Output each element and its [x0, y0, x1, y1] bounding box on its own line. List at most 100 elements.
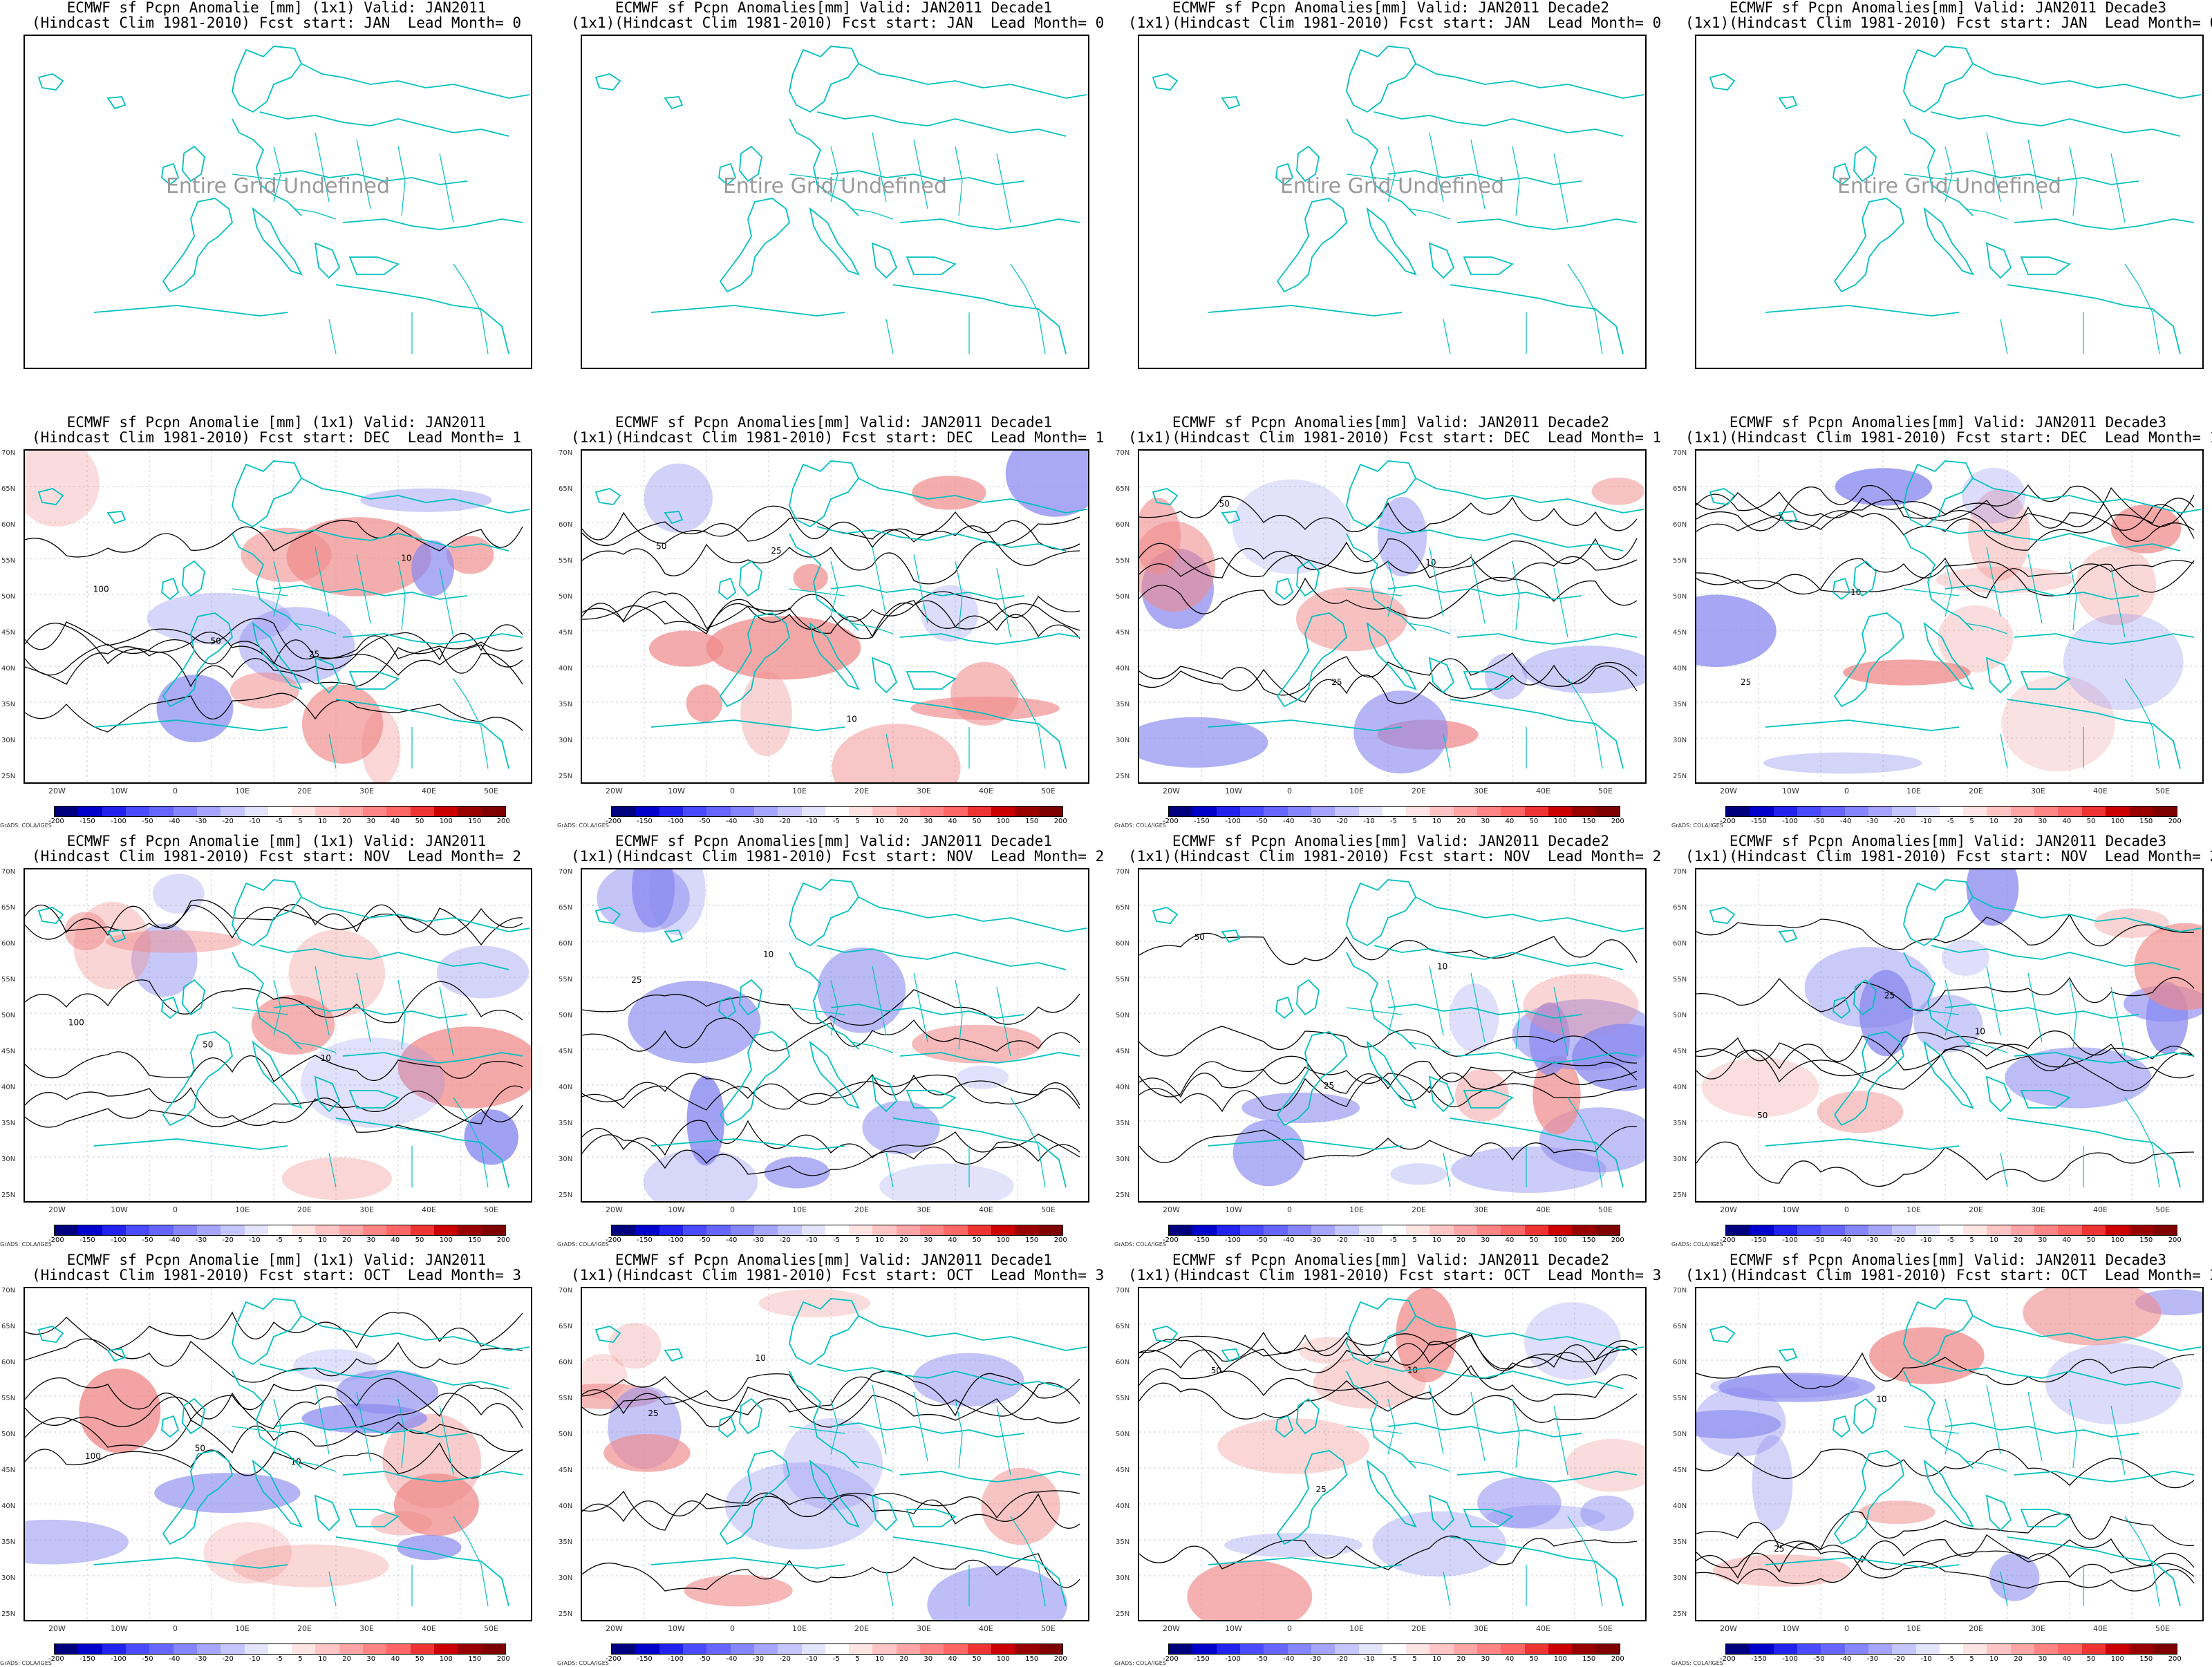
colorbar-label: 200	[1611, 818, 1624, 825]
latitude-label: 30N	[1673, 1156, 1687, 1163]
country-border	[1553, 986, 1568, 1057]
positive-anomaly-area	[1967, 489, 2031, 581]
colorbar-label: 200	[2168, 1236, 2182, 1244]
negative-anomaly-area	[2045, 1342, 2184, 1425]
latitude-label: 25N	[1116, 1192, 1130, 1199]
colorbar-label: 150	[2139, 1655, 2153, 1663]
positive-anomaly-area	[393, 1473, 479, 1536]
panel-title: ECMWF sf Pcpn Anomalies[mm] Valid: JAN20…	[615, 1252, 1053, 1268]
latitude-label: 35N	[559, 1120, 573, 1127]
colorbar-label: 50	[2086, 818, 2096, 825]
negative-anomaly-area	[1718, 1373, 1875, 1402]
latitude-label: 30N	[559, 1574, 573, 1582]
panel-subtitle: (1x1)(Hindcast Clim 1981-2010) Fcst star…	[1685, 848, 2212, 865]
contour-label: 10	[1425, 558, 1436, 567]
contour-line	[1696, 1511, 2195, 1550]
country-border	[328, 1152, 337, 1188]
latitude-label: 65N	[559, 485, 573, 493]
latitude-label: 45N	[1116, 629, 1130, 637]
positive-anomaly-area	[910, 696, 1060, 720]
latitude-label: 60N	[559, 1359, 573, 1366]
positive-anomaly-area	[79, 1368, 161, 1453]
negative-anomaly-area	[1232, 1120, 1305, 1187]
coastline	[1456, 218, 1638, 230]
coastline	[1296, 560, 1320, 597]
contour-line	[582, 591, 1080, 629]
map-panel: ECMWF sf Pcpn Anomalies[mm] Valid: JAN20…	[557, 0, 1104, 415]
coastline	[342, 1052, 523, 1064]
country-border	[913, 554, 928, 624]
negative-anomaly-area	[1804, 947, 1934, 1028]
coastline	[348, 671, 400, 690]
coastline	[789, 46, 860, 113]
coastline	[1903, 118, 1974, 216]
colorbar-label: -30	[1866, 1655, 1879, 1663]
coastline	[314, 657, 341, 694]
country-border	[1443, 319, 1451, 355]
colorbar-label: -20	[222, 1236, 234, 1244]
country-border	[1965, 1460, 2008, 1472]
colorbar-label: 150	[2139, 818, 2153, 825]
colorbar-label: 30	[924, 1236, 933, 1244]
country-border	[1346, 1007, 1403, 1015]
longitude-label: 20E	[1412, 787, 1426, 795]
coastline	[1276, 198, 1347, 293]
contour-line	[1696, 1141, 2195, 1187]
coastline	[1415, 63, 1644, 99]
positive-anomaly-area	[1523, 974, 1639, 1037]
longitude-label: 10W	[111, 787, 128, 795]
coastline	[809, 207, 860, 276]
negative-anomaly-area	[632, 869, 675, 928]
colorbar-swatch	[221, 1225, 245, 1235]
colorbar-label: 5	[855, 818, 860, 825]
coastline	[232, 952, 302, 1050]
positive-anomaly-area	[105, 930, 242, 953]
positive-anomaly-area	[286, 517, 431, 596]
colorbar-swatch	[1015, 1644, 1039, 1654]
coastline	[1709, 73, 1736, 91]
country-border	[1567, 1097, 1603, 1188]
colorbar-label: 200	[1611, 1655, 1624, 1663]
coastline	[162, 1031, 233, 1127]
coastline	[1346, 879, 1417, 947]
colorbar-swatch	[1726, 1225, 1750, 1235]
colorbar-label: 150	[468, 818, 482, 825]
colorbar-swatch	[967, 1644, 991, 1654]
coastline	[1346, 46, 1417, 113]
longitude-label: 20E	[1969, 1205, 1983, 1214]
latitude-label: 70N	[1116, 868, 1130, 876]
colorbar-label: 30	[2038, 1655, 2047, 1663]
panel-title: ECMWF sf Pcpn Anomalie [mm] (1x1) Valid:…	[66, 414, 487, 431]
contour-line	[1696, 913, 2195, 950]
positive-anomaly-area	[1187, 1560, 1313, 1620]
latitude-label: 40N	[1, 665, 16, 672]
country-border	[453, 263, 489, 355]
map-frame: 25 10	[581, 868, 1089, 1203]
longitude-label: 0	[1287, 1624, 1292, 1633]
negative-anomaly-area	[293, 1349, 379, 1382]
colorbar-swatch	[1169, 807, 1193, 816]
coastline	[2014, 218, 2195, 230]
positive-anomaly-area	[251, 995, 335, 1055]
negative-anomaly-area	[1989, 1553, 2040, 1601]
colorbar-swatch	[173, 807, 197, 816]
positive-anomaly-area	[706, 616, 861, 680]
map-canvas	[37, 46, 530, 355]
colorbar-label: -50	[1256, 1236, 1268, 1244]
positive-anomaly-area	[1817, 1091, 1904, 1133]
colorbar-swatch	[244, 807, 268, 816]
coastline	[1903, 1298, 1974, 1366]
map-canvas	[1152, 46, 1644, 355]
colorbar-label: 150	[468, 1236, 482, 1244]
colorbar-swatch	[1750, 1225, 1774, 1235]
latitude-label: 30N	[1, 737, 16, 744]
colorbar-label: 40	[948, 1236, 957, 1244]
coastline	[1833, 1031, 1904, 1127]
negative-anomaly-area	[436, 945, 529, 999]
latitude-label: 60N	[1116, 1359, 1130, 1366]
longitude-label: 10E	[235, 787, 250, 795]
longitude-label: 20W	[48, 787, 66, 795]
colorbar-label: -20	[1336, 818, 1348, 825]
coastline	[1387, 585, 1582, 600]
colorbar-swatch	[1015, 1225, 1039, 1235]
